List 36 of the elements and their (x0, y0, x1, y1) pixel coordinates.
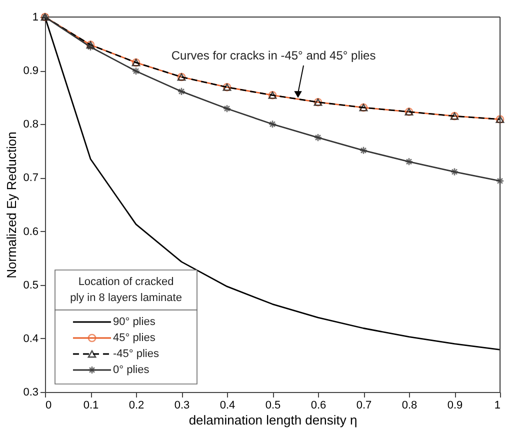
point (314, 133, 322, 142)
y-tick-label: 0.8 (23, 118, 38, 131)
point (222, 104, 232, 113)
y-axis-title: Normalized Ey Reduction (4, 132, 20, 278)
x-axis-title: delamination length density η (188, 412, 358, 428)
x-tick-label: 0.5 (265, 400, 281, 412)
point (132, 66, 140, 76)
legend-label: 45° plies (113, 332, 156, 344)
point (450, 168, 459, 176)
point (404, 157, 414, 166)
x-tick-label: 0.3 (174, 400, 190, 412)
x-tick-label: 0.9 (447, 400, 463, 412)
y-tick-label: 0.5 (23, 279, 38, 292)
x-tick-label: 0.7 (356, 400, 372, 412)
legend-label: 0° plies (113, 364, 150, 376)
point (268, 120, 277, 128)
x-tick-label: 0.6 (310, 400, 326, 412)
y-tick-label: 1 (32, 12, 38, 24)
x-tick-label: 0.4 (220, 400, 236, 412)
y-tick-label: 0.3 (23, 386, 38, 398)
point (496, 176, 504, 186)
y-tick-label: 0.9 (23, 65, 38, 78)
legend-label: -45° plies (113, 348, 160, 360)
x-tick-label: 0.8 (402, 400, 418, 412)
legend-label: 90° plies (113, 316, 156, 328)
x-tick-label: 1 (494, 400, 500, 412)
point (359, 146, 368, 155)
annotation: Curves for cracks in -45° and 45° plies (171, 48, 376, 62)
point (177, 87, 186, 96)
x-tick-label: 0.2 (128, 400, 144, 412)
y-tick-label: 0.6 (23, 226, 38, 238)
x-tick-label: 0 (46, 400, 52, 412)
legend-title: Location of cracked ply in 8 layers laminate (70, 276, 182, 304)
x-tick-label: 0.1 (83, 400, 99, 412)
y-tick-label: 0.7 (23, 172, 38, 184)
y-tick-label: 0.4 (23, 332, 38, 345)
